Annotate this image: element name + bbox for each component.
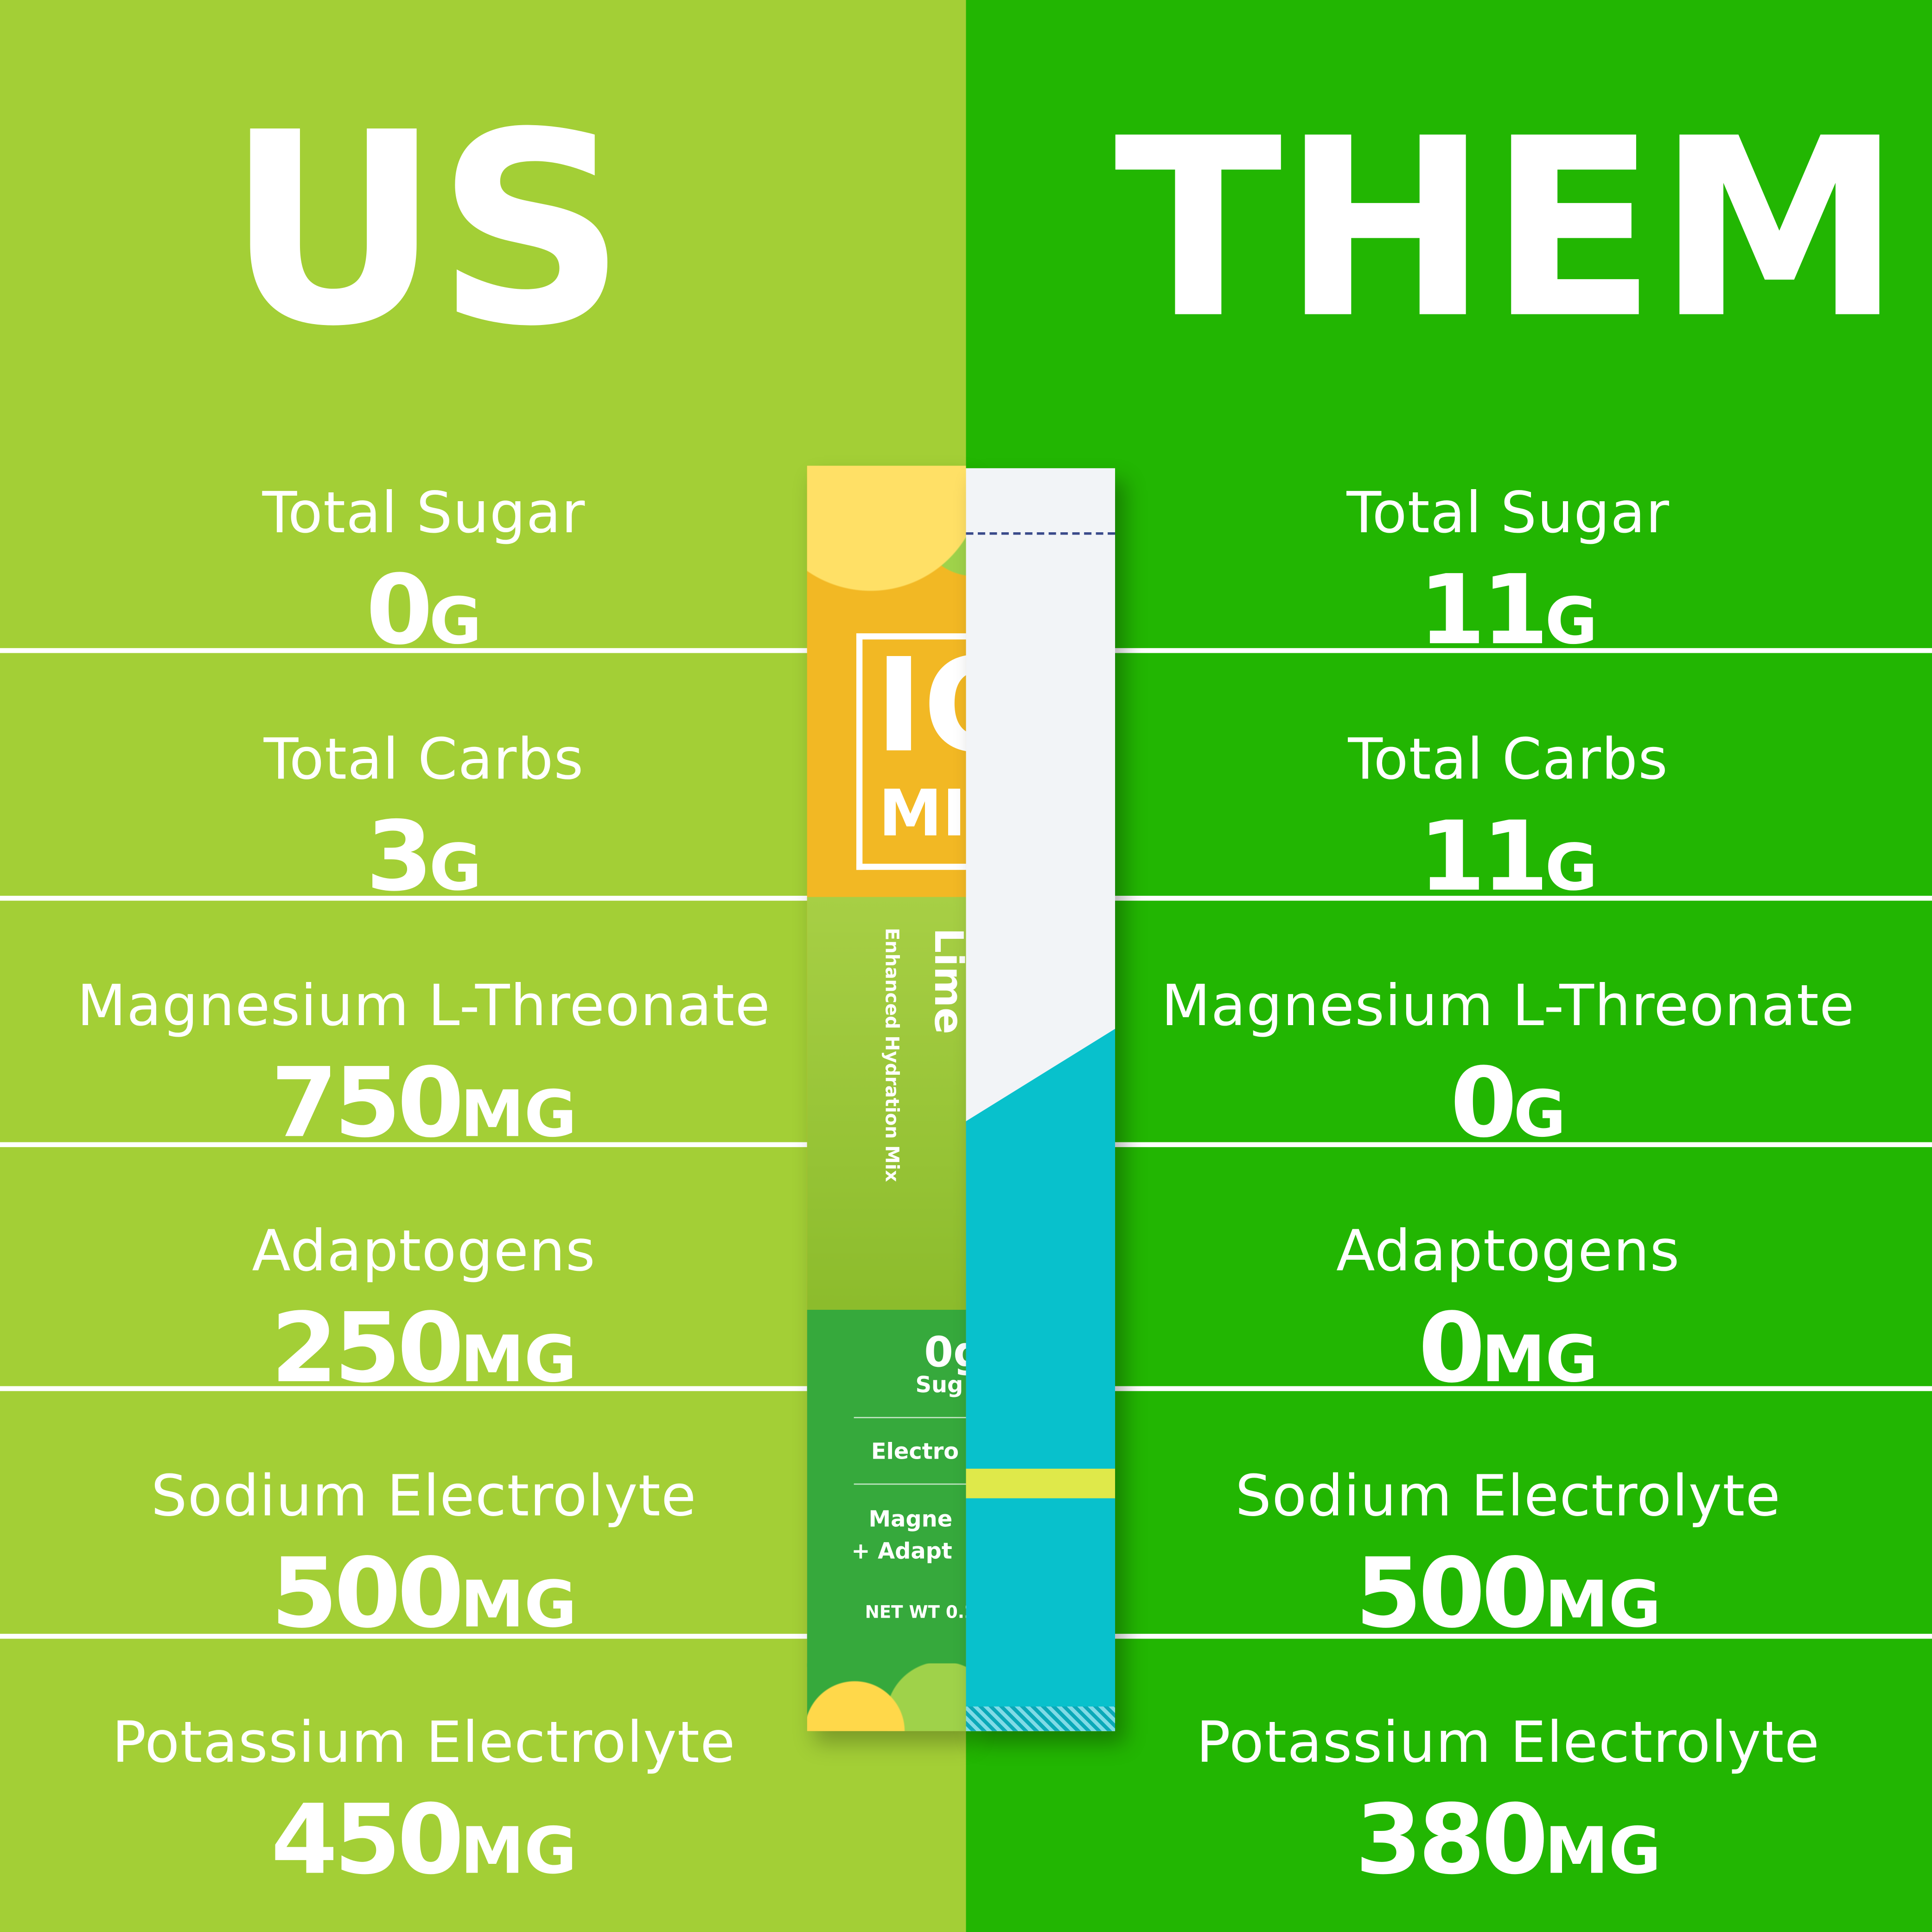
value-number: 450 (271, 1785, 464, 1896)
us-product-packet: IO MI Lime Enhanced Hydration Mix 0g Sug… (807, 465, 966, 1731)
row-value: 0MG (1025, 1300, 1932, 1410)
us-row-magnesium: Magnesium L-Threonate 750MG (0, 934, 907, 1180)
packet-teal-panel (966, 1029, 1116, 1731)
citrus-image (807, 1663, 966, 1731)
packet-claims-band (807, 1309, 966, 1667)
them-row-total-carbs: Total Carbs 11G (1025, 688, 1932, 934)
them-row-magnesium: Magnesium L-Threonate 0G (1025, 934, 1932, 1180)
packet-claim-label: Sug (915, 1372, 963, 1399)
logo-frame (856, 633, 966, 870)
packet-flavor: Lime (925, 928, 966, 1034)
them-row-adaptogens: Adaptogens 0MG (1025, 1179, 1932, 1426)
row-value: 500MG (1025, 1545, 1932, 1655)
value-unit: G (1545, 585, 1598, 659)
us-row-potassium: Potassium Electrolyte 450MG (0, 1671, 907, 1917)
row-value: 450MG (0, 1792, 907, 1901)
value-unit: MG (1544, 1815, 1661, 1889)
value-unit: G (1513, 1078, 1566, 1152)
them-heading: THEM (1114, 86, 1902, 374)
citrus-image (807, 465, 966, 601)
row-value: 0G (1025, 1055, 1932, 1165)
them-row-potassium: Potassium Electrolyte 380MG (1025, 1671, 1932, 1917)
row-label: Potassium Electrolyte (1196, 1709, 1820, 1776)
us-row-sodium: Sodium Electrolyte 500MG (0, 1424, 907, 1671)
us-row-total-sugar: Total Sugar 0G (0, 441, 907, 688)
value-unit: MG (460, 1568, 577, 1643)
value-unit: MG (460, 1815, 577, 1889)
row-label: Total Sugar (262, 479, 586, 546)
value-number: 500 (271, 1539, 464, 1650)
row-label: Magnesium L-Threonate (1161, 972, 1855, 1039)
us-row-total-carbs: Total Carbs 3G (0, 688, 907, 934)
them-row-sodium: Sodium Electrolyte 500MG (1025, 1424, 1932, 1671)
row-label: Adaptogens (1336, 1217, 1680, 1284)
value-number: 500 (1355, 1539, 1549, 1650)
value-unit: MG (1544, 1568, 1661, 1643)
us-heading: US (226, 75, 627, 385)
packet-band (807, 897, 966, 1310)
row-value: 250MG (0, 1300, 907, 1410)
row-label: Total Carbs (1348, 726, 1669, 792)
row-label: Adaptogens (252, 1217, 596, 1284)
packet-bottom-seal (966, 1706, 1116, 1731)
row-value: 11G (1025, 562, 1932, 672)
them-product-packet (966, 468, 1116, 1731)
value-number: 11 (1418, 555, 1549, 667)
packet-net-weight: NET WT 0.2 (865, 1603, 966, 1623)
us-row-adaptogens: Adaptogens 250MG (0, 1179, 907, 1426)
row-label: Sodium Electrolyte (1235, 1462, 1781, 1529)
packet-adaptogens: + Adapt (851, 1539, 952, 1565)
packet-magnesium: Magne (868, 1507, 953, 1533)
value-number: 0 (1418, 1294, 1485, 1405)
us-column: US Total Sugar 0G Total Carbs 3G Magnesium… (0, 0, 966, 1932)
value-number: 250 (271, 1294, 464, 1405)
row-label: Magnesium L-Threonate (77, 972, 771, 1039)
row-value: 500MG (0, 1545, 907, 1655)
brand-logo-bottom: MI (878, 777, 966, 852)
row-label: Total Sugar (1346, 479, 1670, 546)
value-number: 380 (1355, 1785, 1549, 1896)
value-unit: MG (460, 1078, 577, 1152)
value-unit: G (429, 585, 482, 659)
row-value: 750MG (0, 1055, 907, 1165)
row-value: 380MG (1025, 1792, 1932, 1901)
value-unit: MG (1481, 1323, 1598, 1397)
row-value: 11G (1025, 808, 1932, 918)
packet-subtitle: Enhanced Hydration Mix (881, 928, 903, 1182)
packet-stripe (966, 1468, 1116, 1498)
them-column: THEM Total Sugar 11G Total Carbs 11G Magne… (966, 0, 1932, 1932)
row-value: 0G (0, 562, 907, 672)
value-unit: MG (460, 1323, 577, 1397)
row-value: 3G (0, 808, 907, 918)
value-unit: G (1545, 831, 1598, 906)
row-label: Sodium Electrolyte (151, 1462, 697, 1529)
row-label: Total Carbs (263, 726, 584, 792)
value-number: 750 (271, 1048, 464, 1160)
value-unit: G (429, 831, 482, 906)
row-label: Potassium Electrolyte (112, 1709, 736, 1776)
packet-divider (854, 1483, 966, 1485)
packet-divider (854, 1417, 966, 1418)
value-number: 11 (1418, 802, 1549, 913)
value-number: 0 (1450, 1048, 1517, 1160)
packet-seal (966, 532, 1116, 535)
value-number: 3 (366, 802, 433, 913)
brand-logo: IO (874, 631, 966, 781)
packet-electrolytes: Electro (871, 1439, 959, 1465)
packet-claim-value: 0g (924, 1328, 966, 1378)
value-number: 0 (366, 555, 433, 667)
them-row-total-sugar: Total Sugar 11G (1025, 441, 1932, 688)
